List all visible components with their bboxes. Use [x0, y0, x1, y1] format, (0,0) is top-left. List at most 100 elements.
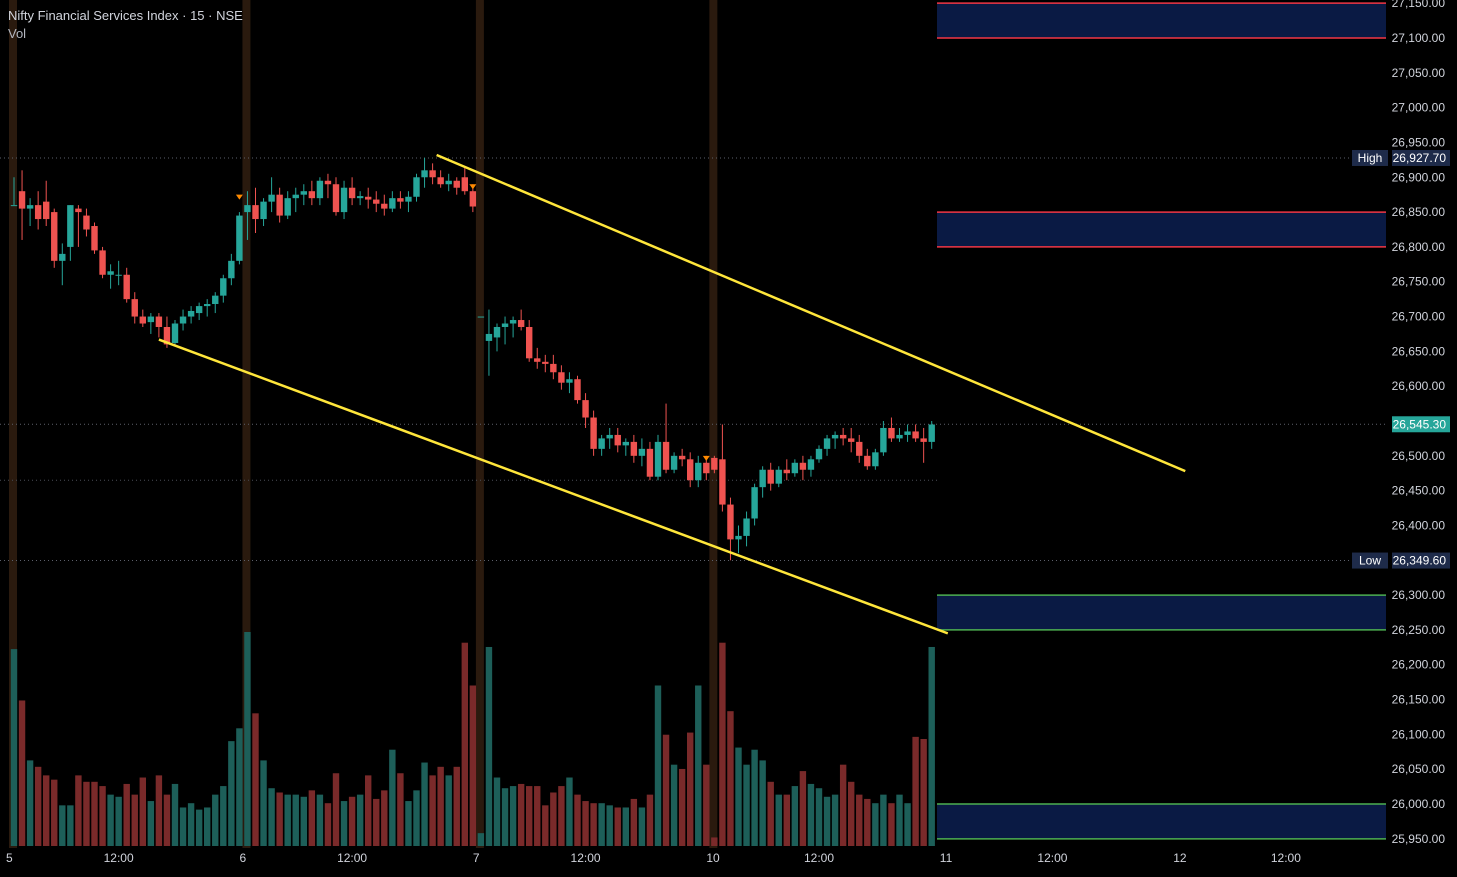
candle	[896, 427, 903, 442]
volume-bar	[807, 783, 815, 846]
volume-bar	[437, 766, 444, 846]
price-marker-tag-bg	[1352, 149, 1388, 166]
candle-body	[872, 452, 879, 467]
x-tick-label: 6	[239, 851, 246, 865]
candle-body	[823, 438, 831, 449]
price-marker-tag: Low	[1359, 554, 1381, 568]
candle-body	[501, 323, 509, 327]
volume-bar	[83, 781, 90, 846]
candle-body	[469, 191, 477, 207]
candle	[654, 434, 662, 481]
candle	[783, 459, 790, 481]
candle	[445, 173, 452, 192]
volume-bar	[566, 777, 573, 846]
candle-body	[534, 358, 541, 362]
candle	[316, 177, 324, 206]
volume-bar	[703, 764, 710, 846]
candle-body	[526, 326, 533, 359]
x-tick-label: 10	[706, 851, 720, 865]
candle	[727, 497, 734, 561]
candle-body	[678, 455, 686, 460]
candle	[26, 198, 34, 227]
volume-bar	[509, 786, 517, 846]
volume-bar	[228, 741, 235, 846]
candle	[236, 212, 243, 265]
candle-body	[848, 438, 855, 442]
volume-bar	[606, 805, 613, 846]
candle-body	[131, 299, 138, 317]
candle-body	[308, 191, 316, 199]
y-tick-label: 26,100.00	[1392, 727, 1446, 741]
candle	[292, 187, 299, 213]
candle-body	[839, 434, 847, 439]
volume-bar	[429, 775, 436, 846]
volume-bar	[920, 739, 927, 846]
session-break	[709, 0, 718, 848]
candle-body	[195, 306, 203, 314]
candle	[220, 274, 227, 303]
y-tick-label: 26,400.00	[1392, 518, 1446, 532]
price-marker-value-bg	[1392, 416, 1450, 433]
candle	[687, 452, 694, 488]
candle	[759, 466, 766, 498]
candle-body	[348, 187, 356, 199]
price-marker-tag: High	[1358, 151, 1383, 165]
candle	[864, 448, 871, 470]
trendline	[158, 338, 949, 635]
candle-body	[550, 363, 557, 373]
volume-bar	[421, 762, 428, 846]
candle	[171, 320, 179, 346]
candle	[10, 177, 18, 207]
candle-body	[163, 326, 171, 345]
candle	[51, 208, 58, 268]
candle-body	[405, 196, 412, 202]
volume-bar	[356, 794, 364, 846]
candle-body	[252, 205, 259, 220]
candle-body	[509, 320, 517, 324]
candle	[582, 393, 589, 428]
zone-rect	[937, 212, 1386, 247]
volume-bar	[574, 794, 581, 846]
volume-bar	[397, 773, 404, 846]
x-tick-label: 11	[940, 851, 953, 865]
candle	[719, 424, 726, 512]
candle	[67, 205, 74, 261]
candle	[260, 198, 267, 227]
volume-bar	[614, 807, 621, 846]
candle-body	[123, 274, 130, 300]
volume-bar	[268, 788, 275, 846]
candle-body	[340, 187, 348, 213]
candle	[204, 299, 211, 317]
x-tick-label: 12:00	[104, 851, 134, 865]
volume-bar	[526, 786, 533, 846]
volume-bar	[381, 790, 388, 846]
candle-body	[67, 205, 74, 247]
y-tick-label: 26,500.00	[1392, 449, 1446, 463]
volume-bar	[783, 794, 790, 846]
signal-marker	[235, 194, 243, 200]
chart-title: Nifty Financial Services Index · 15 · NS…	[8, 8, 243, 23]
volume-bar	[292, 794, 299, 846]
volume-bar	[678, 768, 686, 846]
candle	[751, 483, 758, 526]
candle-body	[389, 198, 396, 209]
candle	[534, 347, 541, 369]
candle	[155, 313, 163, 338]
candle-body	[517, 320, 525, 327]
candle-body	[421, 170, 428, 178]
candle	[735, 525, 742, 554]
volume-bar	[719, 642, 726, 846]
volume-bar	[630, 798, 638, 846]
x-tick-label: 12:00	[571, 851, 601, 865]
candle	[324, 173, 332, 199]
volume-bar	[912, 736, 919, 846]
candle	[115, 260, 122, 286]
volume-bar	[155, 775, 163, 846]
candle	[928, 421, 935, 449]
candle-body	[928, 424, 935, 442]
candle-body	[220, 278, 227, 296]
y-tick-label: 27,050.00	[1392, 66, 1446, 80]
candle	[373, 191, 380, 213]
